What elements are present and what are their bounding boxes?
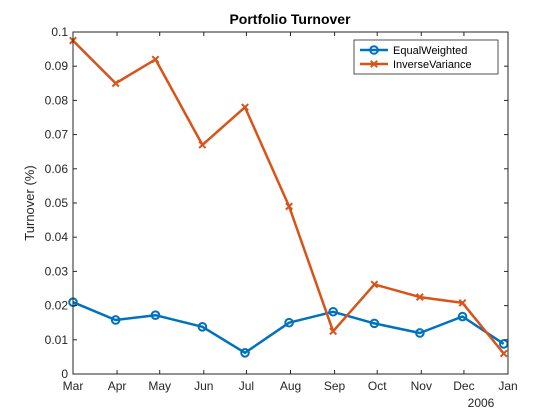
data-point: [197, 322, 208, 332]
data-point: [328, 306, 338, 317]
data-point: [457, 311, 468, 322]
data-point: [369, 318, 380, 329]
data-point: [110, 315, 121, 325]
series-inversevariance: [69, 36, 508, 358]
data-point: [198, 140, 207, 149]
chart-title: Portfolio Turnover: [229, 11, 351, 27]
data-point: [499, 349, 508, 358]
series-equalweighted: [68, 297, 509, 358]
y-tick-label: 0.04: [45, 230, 69, 244]
legend-marker: [369, 45, 379, 55]
data-point: [151, 55, 160, 64]
x-tick-label: Jun: [194, 379, 213, 393]
y-tick-label: 0.05: [45, 196, 69, 210]
legend-label: EqualWeighted: [393, 45, 467, 57]
data-point: [241, 103, 249, 112]
data-point: [285, 202, 293, 211]
legend-item: EqualWeighted: [360, 45, 467, 57]
data-point: [150, 310, 161, 320]
data-point: [415, 328, 425, 338]
y-tick-label: 0.06: [45, 162, 69, 176]
y-tick-label: 0.01: [45, 333, 69, 347]
y-tick-label: 0.07: [45, 128, 69, 142]
y-tick-label: 0.03: [45, 264, 69, 278]
legend: EqualWeighted InverseVariance: [353, 39, 499, 75]
series-line: [72, 301, 505, 355]
x-tick-label: Dec: [453, 379, 474, 393]
y-tick-label: 0.02: [45, 299, 69, 313]
x-tick-label: Jul: [239, 379, 254, 393]
data-point: [284, 317, 294, 328]
legend-item: InverseVariance: [360, 59, 472, 71]
x-tick-label: Oct: [368, 379, 387, 393]
legend-box: [353, 39, 499, 75]
x-tick-label: May: [148, 379, 171, 393]
x-tick-label: Sep: [324, 379, 346, 393]
x-tick-label: Nov: [411, 379, 432, 393]
data-point: [329, 327, 338, 336]
x-axis-year-label: 2006: [468, 396, 495, 410]
y-tick-label: 0.09: [45, 59, 69, 73]
x-tick-label: Apr: [108, 379, 127, 393]
data-point: [370, 280, 379, 289]
y-axis-label: Turnover (%): [22, 165, 37, 240]
x-tick-label: Mar: [63, 379, 84, 393]
y-tick-label: 0.1: [51, 25, 68, 39]
x-tick-label: Aug: [280, 379, 301, 393]
y-tick-label: 0: [61, 367, 68, 381]
data-point: [415, 293, 424, 301]
data-point: [458, 298, 467, 307]
legend-marker: [370, 60, 378, 68]
legend-label: InverseVariance: [393, 59, 472, 71]
data-point: [111, 79, 120, 88]
x-tick-label: Jan: [498, 379, 517, 393]
data-point: [240, 347, 250, 358]
y-tick-label: 0.08: [45, 93, 69, 107]
